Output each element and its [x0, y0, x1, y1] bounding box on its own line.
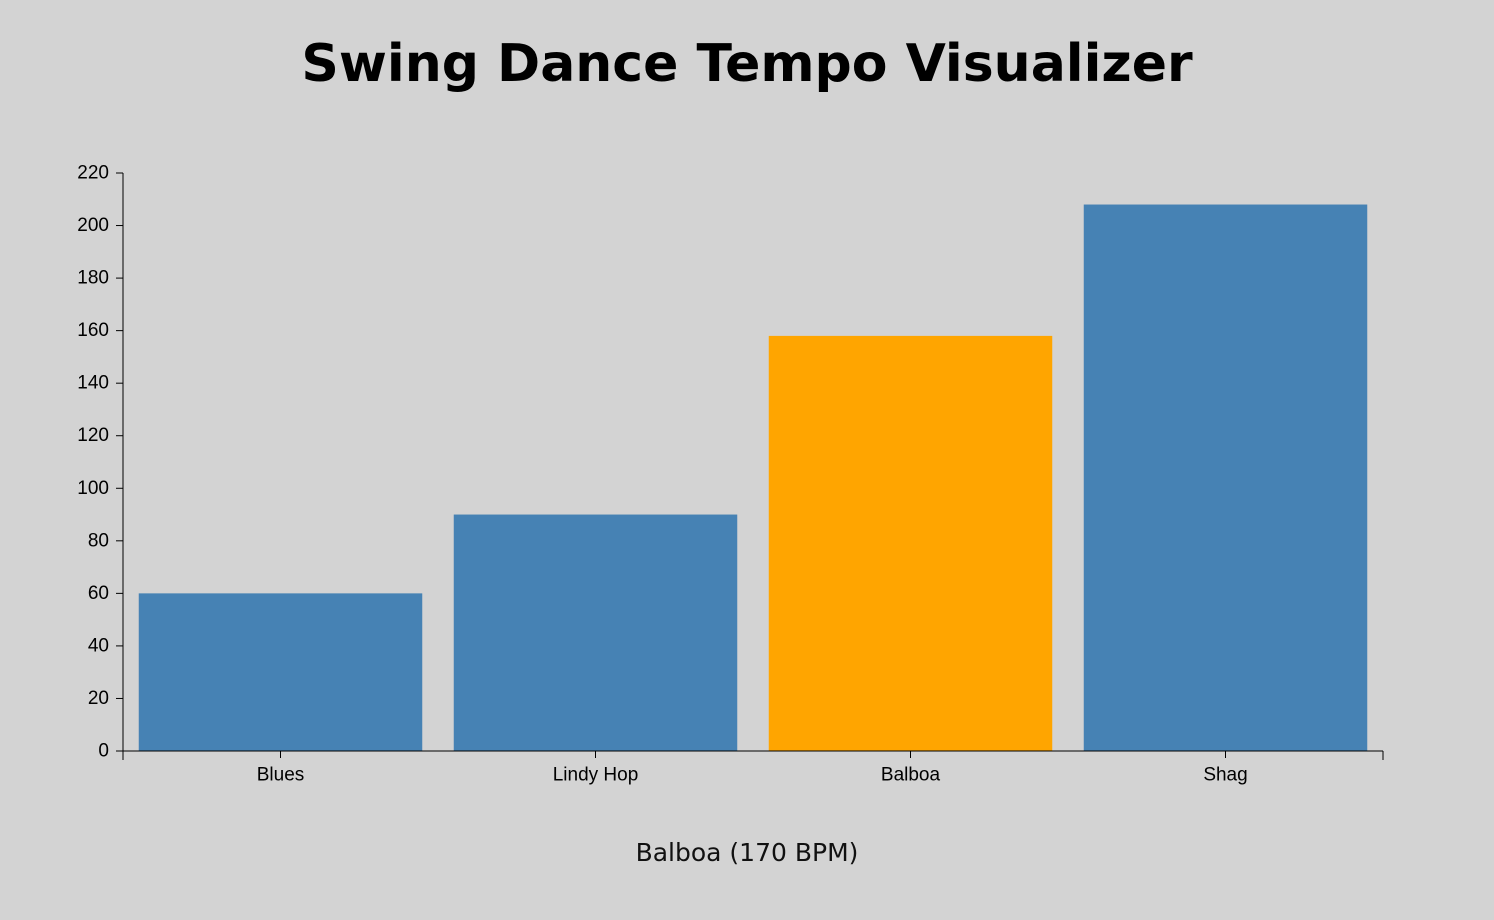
y-tick-label: 60	[88, 583, 109, 604]
selected-dance-readout: Balboa (170 BPM)	[635, 838, 859, 867]
y-tick-label: 20	[88, 688, 109, 709]
y-tick-label: 40	[88, 635, 109, 656]
x-tick-label: Lindy Hop	[553, 765, 639, 786]
bar-lindy-hop[interactable]	[453, 514, 738, 751]
y-tick-label: 120	[77, 425, 109, 446]
page-title: Swing Dance Tempo Visualizer	[301, 34, 1193, 94]
bars-group	[138, 204, 1368, 751]
x-tick-label: Blues	[257, 765, 305, 786]
y-tick-label: 100	[77, 478, 109, 499]
y-tick-label: 220	[77, 163, 109, 184]
y-tick-label: 200	[77, 215, 109, 236]
y-tick-label: 160	[77, 320, 109, 341]
y-tick-label: 0	[98, 741, 109, 762]
bar-shag[interactable]	[1083, 204, 1368, 751]
y-tick-label: 80	[88, 530, 109, 551]
x-tick-label: Balboa	[881, 765, 941, 786]
x-tick-label: Shag	[1203, 765, 1247, 786]
bar-blues[interactable]	[138, 593, 423, 751]
y-tick-label: 140	[77, 373, 109, 394]
x-axis: Blues Lindy Hop Balboa Shag	[122, 750, 1384, 786]
y-tick-label: 180	[77, 268, 109, 289]
y-axis: 0 20 40 60 80 100 120 140 160 180 200 220	[77, 163, 124, 762]
tempo-bar-chart: 0 20 40 60 80 100 120 140 160 180 200 220 Blues Lind…	[77, 163, 1384, 786]
bar-balboa[interactable]	[768, 335, 1053, 751]
